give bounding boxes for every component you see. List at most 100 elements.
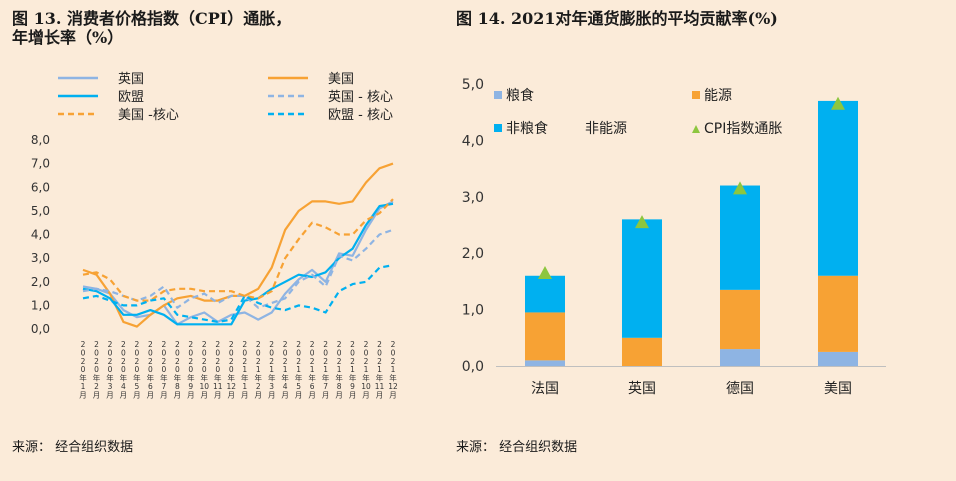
svg-text:0: 0 <box>215 348 220 357</box>
svg-text:2: 2 <box>242 340 247 349</box>
svg-text:0: 0 <box>242 348 247 357</box>
svg-text:9: 9 <box>188 382 193 391</box>
svg-text:1: 1 <box>81 382 86 391</box>
svg-text:2: 2 <box>283 357 288 366</box>
svg-text:12: 12 <box>388 382 398 391</box>
series-line-1 <box>82 162 394 328</box>
cpi-line-chart: 0,01,02,03,04,05,06,07,08,02020年1月2020年2… <box>31 72 398 399</box>
svg-text:2: 2 <box>337 340 342 349</box>
svg-text:0: 0 <box>108 348 113 357</box>
y-tick-label: 3,0 <box>31 251 50 265</box>
bar-segment <box>622 219 662 338</box>
svg-text:2: 2 <box>121 357 126 366</box>
svg-text:1: 1 <box>337 365 342 374</box>
svg-text:2: 2 <box>364 357 369 366</box>
svg-text:2: 2 <box>229 340 234 349</box>
svg-text:年: 年 <box>133 373 141 383</box>
svg-text:0: 0 <box>94 365 99 374</box>
left-chart-title-line1: 图 13. 消费者价格指数（CPI）通胀， <box>12 9 292 28</box>
svg-text:2: 2 <box>148 357 153 366</box>
legend-label: 能源 <box>704 88 732 104</box>
cpi-marker <box>831 96 845 110</box>
bar-segment <box>525 360 565 366</box>
svg-text:2: 2 <box>161 340 166 349</box>
y-tick-label: 6,0 <box>31 180 50 194</box>
svg-text:2: 2 <box>81 340 86 349</box>
svg-text:3: 3 <box>108 382 113 391</box>
svg-text:1: 1 <box>377 365 382 374</box>
bar-segment <box>720 349 760 366</box>
svg-text:2: 2 <box>121 340 126 349</box>
svg-text:月: 月 <box>187 390 195 399</box>
svg-text:2: 2 <box>229 357 234 366</box>
svg-text:0: 0 <box>148 365 153 374</box>
legend-item: 非粮食 <box>494 120 548 137</box>
legend-label: 英国 <box>118 72 144 87</box>
svg-text:2: 2 <box>135 340 140 349</box>
svg-text:月: 月 <box>389 390 397 399</box>
svg-text:2: 2 <box>202 340 207 349</box>
svg-text:1: 1 <box>269 365 274 374</box>
legend-item: 欧盟 <box>58 90 144 105</box>
svg-text:10: 10 <box>200 382 210 391</box>
svg-text:年: 年 <box>335 373 343 383</box>
y-tick-label: 5,0 <box>462 77 484 93</box>
svg-text:年: 年 <box>241 373 249 383</box>
bar-segment <box>720 289 760 350</box>
svg-text:1: 1 <box>310 365 315 374</box>
svg-text:2: 2 <box>242 357 247 366</box>
svg-text:1: 1 <box>242 365 247 374</box>
svg-text:0: 0 <box>391 348 396 357</box>
svg-text:年: 年 <box>106 373 114 383</box>
svg-text:月: 月 <box>322 390 330 399</box>
svg-text:0: 0 <box>202 365 207 374</box>
svg-text:2: 2 <box>283 340 288 349</box>
svg-text:1: 1 <box>323 365 328 374</box>
svg-text:2: 2 <box>269 357 274 366</box>
svg-text:2: 2 <box>256 382 261 391</box>
legend-label: 欧盟 <box>118 90 144 105</box>
series-line-3 <box>82 228 394 309</box>
svg-text:0: 0 <box>175 365 180 374</box>
svg-text:0: 0 <box>161 365 166 374</box>
right-chart-title: 图 14. 2021对年通货膨胀的平均贡献率(%) <box>456 9 778 28</box>
svg-text:0: 0 <box>296 348 301 357</box>
svg-text:年: 年 <box>214 373 222 383</box>
svg-text:年: 年 <box>389 373 397 383</box>
svg-text:10: 10 <box>361 382 371 391</box>
svg-text:2: 2 <box>175 357 180 366</box>
svg-text:年: 年 <box>322 373 330 383</box>
svg-text:月: 月 <box>308 390 316 399</box>
legend-item: 能源 <box>692 88 732 104</box>
svg-text:月: 月 <box>214 390 222 399</box>
legend-item: 美国 <box>268 72 354 87</box>
svg-text:2: 2 <box>215 340 220 349</box>
cpi-marker <box>733 181 747 195</box>
svg-text:月: 月 <box>295 390 303 399</box>
svg-text:月: 月 <box>335 390 343 399</box>
svg-text:年: 年 <box>376 373 384 383</box>
y-tick-label: 1,0 <box>462 303 484 319</box>
svg-text:2: 2 <box>391 340 396 349</box>
cpi-marker <box>538 265 552 279</box>
svg-text:1: 1 <box>256 365 261 374</box>
svg-text:0: 0 <box>135 348 140 357</box>
svg-text:2: 2 <box>108 357 113 366</box>
svg-text:1: 1 <box>350 365 355 374</box>
svg-text:5: 5 <box>296 382 301 391</box>
svg-text:年: 年 <box>228 373 236 383</box>
legend-swatch <box>692 125 700 133</box>
svg-text:2: 2 <box>350 357 355 366</box>
y-tick-label: 1,0 <box>31 298 50 312</box>
